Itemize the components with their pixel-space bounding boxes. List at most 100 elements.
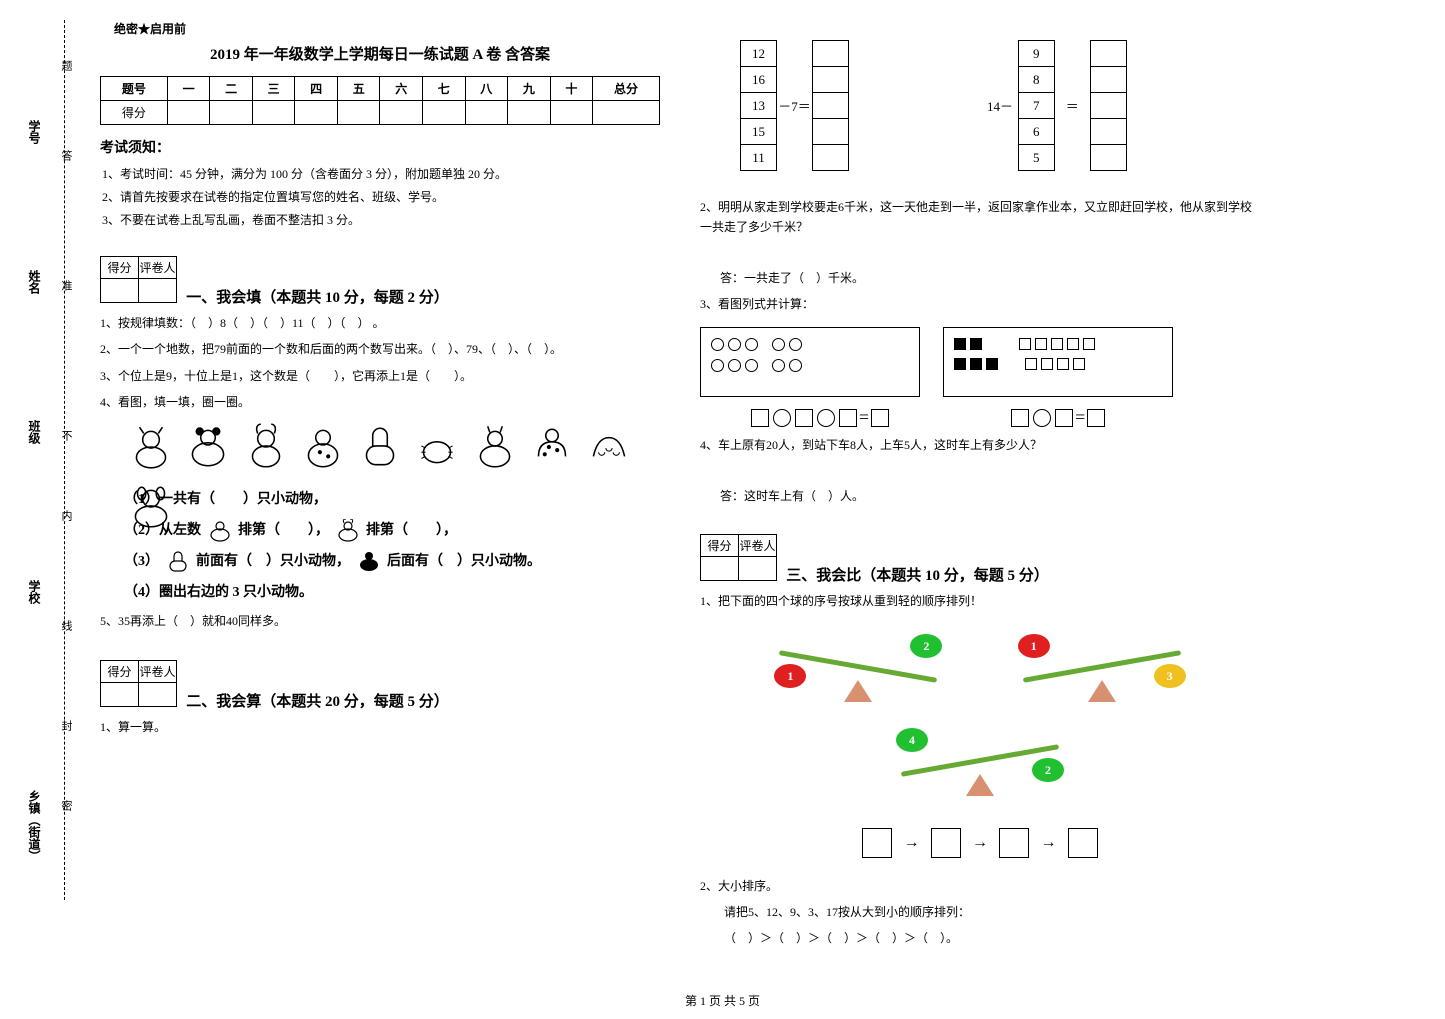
blank-box: [999, 828, 1029, 858]
fulcrum-icon: [1088, 680, 1116, 702]
question: 4、看图，填一填，圈一圈。: [100, 392, 660, 412]
seal-char: 封: [58, 720, 74, 739]
cell: 7: [1018, 93, 1054, 119]
equation-line: =: [943, 407, 1173, 430]
th: 十: [550, 77, 593, 101]
box-label: 得分: [101, 660, 139, 682]
field-township: 乡镇（街道）: [26, 790, 43, 862]
ball-2: 2: [910, 634, 942, 658]
page-footer: 第 1 页 共 5 页: [0, 992, 1445, 1009]
text: 排第（ ），: [238, 523, 329, 538]
grader-box: 得分评卷人: [100, 660, 177, 707]
arrow-icon: →: [972, 834, 988, 852]
table-row: 得分: [101, 101, 660, 125]
cell: 9: [1018, 41, 1054, 67]
text: 排第（ ），: [366, 523, 457, 538]
box-label: 得分: [701, 535, 739, 557]
cell: 12: [741, 41, 777, 67]
seal-char: 内: [58, 510, 74, 529]
animal-icon: [125, 479, 177, 535]
inline-animal-icon: [163, 550, 193, 574]
op: 14－: [982, 93, 1018, 119]
th: 五: [337, 77, 380, 101]
op: －7＝: [777, 93, 813, 119]
cell: 6: [1018, 119, 1054, 145]
text: （3）: [124, 554, 159, 569]
section-3: 得分评卷人 三、我会比（本题共 10 分，每题 5 分）: [700, 520, 1260, 585]
th: 八: [465, 77, 508, 101]
sub-question: （3） 前面有（ ）只小动物， 后面有（ ）只小动物。: [124, 549, 660, 574]
grader-box: 得分评卷人: [700, 534, 777, 581]
question: 3、个位上是9，十位上是1，这个数是（ ），它再添上1是（ ）。: [100, 366, 660, 386]
th: 题号: [101, 77, 168, 101]
cell: 16: [741, 67, 777, 93]
box-label: 得分: [101, 257, 139, 279]
arrow-icon: →: [904, 834, 920, 852]
th: 六: [380, 77, 423, 101]
sequence-row: → → →: [700, 828, 1260, 858]
field-school: 学校: [26, 580, 43, 604]
ball-1: 1: [774, 664, 806, 688]
ball-1: 1: [1018, 634, 1050, 658]
ball-4: 4: [896, 728, 928, 752]
seal-char: 答: [58, 150, 74, 169]
animal-icon: [583, 419, 635, 475]
instructions-title: 考试须知：: [100, 137, 660, 157]
inline-animal-icon: [354, 550, 384, 574]
animal-icon: [297, 419, 349, 475]
th: 四: [295, 77, 338, 101]
text: 后面有（ ）只小动物。: [387, 554, 541, 569]
seal-char: 线: [58, 620, 74, 639]
cell: 5: [1018, 145, 1054, 171]
cell: 13: [741, 93, 777, 119]
th: 三: [252, 77, 295, 101]
question: 3、看图列式并计算：: [700, 294, 1260, 314]
score-table: 题号 一 二 三 四 五 六 七 八 九 十 总分 得分: [100, 76, 660, 125]
question: 4、车上原有20人，到站下车8人，上车5人，这时车上有多少人？: [700, 435, 1260, 455]
cell: 8: [1018, 67, 1054, 93]
text: 前面有（ ）只小动物，: [196, 554, 350, 569]
field-name: 姓名: [26, 270, 43, 294]
calc-grid-1: 12 16 13－7＝ 15 11: [740, 40, 849, 171]
balance-3: 4 2: [890, 716, 1070, 806]
question: 2、明明从家走到学校要走6千米，这一天他走到一半，返回家拿作业本，又立即赶回学校…: [700, 197, 1260, 238]
answer-line: 答：一共走了（ ）千米。: [720, 268, 1260, 288]
th: 总分: [593, 77, 660, 101]
seal-char: 密: [58, 800, 74, 819]
balance-row: 1 2 1 3 4 2: [700, 622, 1260, 810]
pic-box-circles: [700, 327, 920, 397]
ball-3: 3: [1154, 664, 1186, 688]
page-content: 绝密★启用前 2019 年一年级数学上学期每日一练试题 A 卷 含答案 题号 一…: [100, 20, 1420, 955]
animal-row: [124, 419, 660, 481]
seal-char: 题: [58, 60, 74, 79]
fulcrum-icon: [966, 774, 994, 796]
calc-grid-2: 9 8 14－7＝ 6 5: [982, 40, 1127, 171]
animal-icon: [526, 419, 578, 475]
pic-box-squares: [943, 327, 1173, 397]
question: 5、35再添上（ ）就和40同样多。: [100, 611, 660, 631]
picture-problems: = =: [700, 321, 1260, 430]
sub-question: 请把5、12、9、3、17按从大到小的顺序排列：: [724, 902, 1260, 922]
box-label: 评卷人: [139, 257, 177, 279]
secrecy-label: 绝密★启用前: [114, 20, 660, 37]
th: 二: [210, 77, 253, 101]
ball-2: 2: [1032, 758, 1064, 782]
binding-sidebar: 乡镇（街道） 学校 班级 姓名 学号 密 封 线 内 不 准 答 题: [20, 20, 80, 900]
field-id: 学号: [26, 120, 43, 144]
field-class: 班级: [26, 420, 43, 444]
th: 七: [423, 77, 466, 101]
column-left: 绝密★启用前 2019 年一年级数学上学期每日一练试题 A 卷 含答案 题号 一…: [100, 20, 660, 743]
blank-box: [1068, 828, 1098, 858]
blank-box: [862, 828, 892, 858]
column-right: 12 16 13－7＝ 15 11 9 8 14－7＝ 6 5 2、明明从家走到…: [700, 20, 1260, 955]
grader-box: 得分评卷人: [100, 256, 177, 303]
animal-icon: [469, 419, 521, 475]
animal-icon: [354, 419, 406, 475]
doc-title: 2019 年一年级数学上学期每日一练试题 A 卷 含答案: [100, 43, 660, 64]
instruction-line: 1、考试时间：45 分钟，满分为 100 分（含卷面分 3 分），附加题单独 2…: [102, 165, 660, 182]
td-label: 得分: [101, 101, 168, 125]
table-row: 题号 一 二 三 四 五 六 七 八 九 十 总分: [101, 77, 660, 101]
answer-line: （ ）＞（ ）＞（ ）＞（ ）＞（ ）。: [724, 928, 1260, 948]
inline-animal-icon: [333, 519, 363, 543]
inline-animal-icon: [205, 519, 235, 543]
